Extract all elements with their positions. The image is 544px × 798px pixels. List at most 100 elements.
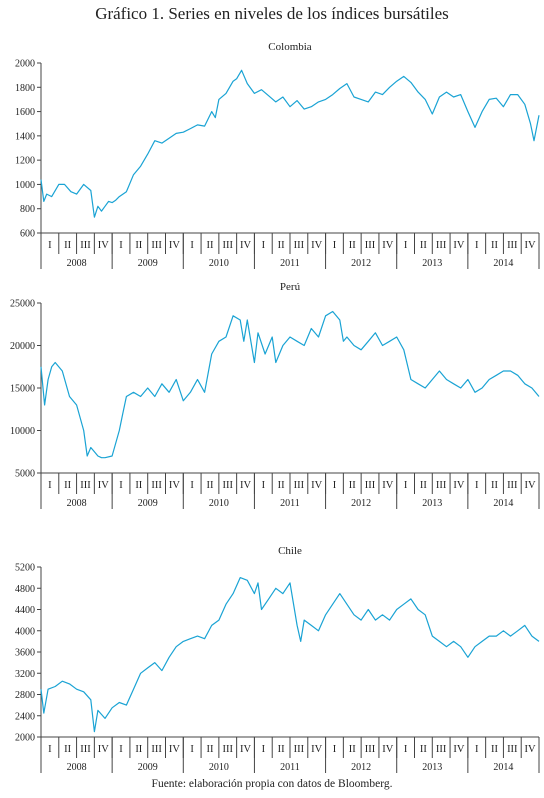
y-tick-label: 15000 [10,384,35,395]
y-tick-label: 25000 [10,299,35,310]
y-tick-label: 20000 [10,341,35,352]
quarter-label: III [507,240,518,251]
quarter-label: III [80,744,91,755]
y-tick-label: 1200 [15,156,35,167]
quarter-label: II [491,744,498,755]
quarter-label: IV [453,744,464,755]
quarter-label: II [349,240,356,251]
quarter-label: II [278,744,285,755]
quarter-label: I [333,744,337,755]
year-label: 2012 [351,498,371,509]
quarter-label: II [135,480,142,491]
year-label: 2012 [351,762,371,773]
quarter-label: IV [382,744,393,755]
year-label: 2012 [351,258,371,269]
quarter-label: III [294,480,305,491]
y-tick-label: 3600 [15,648,35,659]
series-line [40,310,540,459]
quarter-label: II [135,240,142,251]
quarter-label: III [507,744,518,755]
quarter-label: III [365,744,376,755]
y-tick-label: 800 [20,204,35,215]
quarter-label: I [333,480,337,491]
quarter-label: IV [169,480,180,491]
quarter-label: I [333,240,337,251]
quarter-label: I [119,240,123,251]
quarter-label: II [206,480,213,491]
quarter-label: IV [453,240,464,251]
quarter-label: III [507,480,518,491]
series-line [40,576,540,733]
quarter-label: III [436,744,447,755]
figure-title: Gráfico 1. Series en niveles de los índi… [95,4,449,23]
year-label: 2010 [209,762,229,773]
quarter-label: II [349,480,356,491]
chart-title: Colombia [268,41,312,53]
quarter-label: II [206,240,213,251]
quarter-label: III [223,480,234,491]
quarter-label: IV [311,240,322,251]
quarter-label: I [119,744,123,755]
quarter-label: IV [453,480,464,491]
quarter-label: IV [240,480,251,491]
year-label: 2008 [67,762,87,773]
y-tick-label: 3200 [15,669,35,680]
quarter-label: III [80,240,91,251]
year-label: 2011 [280,498,300,509]
quarter-label: I [119,480,123,491]
quarter-label: II [64,240,71,251]
y-tick-label: 5200 [15,563,35,574]
quarter-label: II [64,744,71,755]
quarter-label: II [420,744,427,755]
year-label: 2013 [422,258,442,269]
quarter-label: IV [240,744,251,755]
quarter-label: I [475,480,479,491]
year-label: 2014 [493,498,513,509]
quarter-label: IV [240,240,251,251]
quarter-label: I [262,744,266,755]
series-line [40,69,540,218]
quarter-label: IV [382,480,393,491]
y-tick-label: 10000 [10,426,35,437]
quarter-label: I [48,480,52,491]
quarter-label: II [349,744,356,755]
year-label: 2009 [138,258,158,269]
year-label: 2008 [67,498,87,509]
quarter-label: I [48,744,52,755]
quarter-label: III [365,240,376,251]
quarter-label: I [190,480,194,491]
quarter-label: IV [98,480,109,491]
quarter-label: I [262,480,266,491]
quarter-label: III [223,744,234,755]
quarter-label: IV [382,240,393,251]
quarter-label: IV [169,240,180,251]
year-label: 2011 [280,762,300,773]
year-label: 2009 [138,498,158,509]
quarter-label: III [294,744,305,755]
quarter-label: III [151,240,162,251]
quarter-label: II [64,480,71,491]
quarter-label: II [420,480,427,491]
quarter-label: II [420,240,427,251]
quarter-label: I [404,744,408,755]
quarter-label: I [404,240,408,251]
quarter-label: II [278,480,285,491]
year-label: 2013 [422,762,442,773]
quarter-label: II [135,744,142,755]
quarter-label: II [278,240,285,251]
quarter-label: II [491,480,498,491]
quarter-label: I [190,744,194,755]
y-tick-label: 1400 [15,131,35,142]
quarter-label: I [475,240,479,251]
y-tick-label: 4000 [15,626,35,637]
quarter-label: IV [169,744,180,755]
quarter-label: III [151,480,162,491]
y-tick-label: 1800 [15,83,35,94]
quarter-label: I [404,480,408,491]
y-tick-label: 5000 [15,469,35,480]
year-label: 2011 [280,258,300,269]
source-note: Fuente: elaboración propia con datos de … [151,778,393,790]
y-tick-label: 4800 [15,584,35,595]
